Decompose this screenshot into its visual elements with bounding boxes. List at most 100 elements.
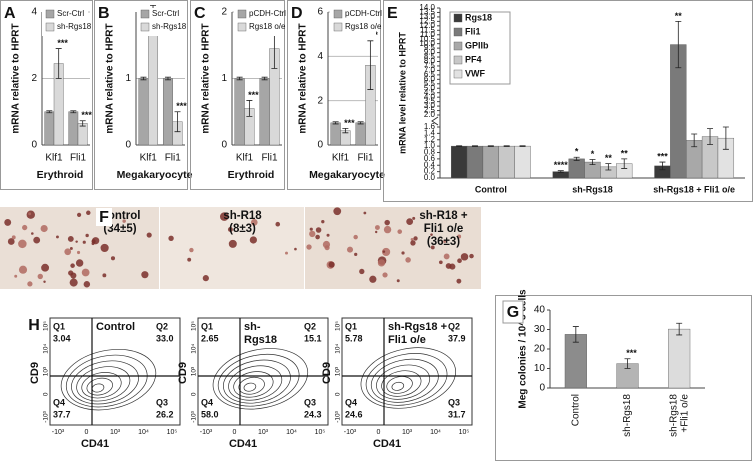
x-axis-label: Erythroid: [228, 169, 275, 181]
colony: [315, 227, 322, 233]
panel-frame: [94, 0, 188, 190]
significance: ***: [344, 118, 355, 128]
y-tick-label: 11.5: [420, 25, 436, 34]
error-bar: [79, 120, 86, 127]
bar: [138, 78, 149, 146]
y-tick-label: 0: [191, 392, 198, 396]
colony: [383, 225, 392, 234]
colony: [18, 239, 27, 249]
error-bar: [55, 48, 62, 79]
y-tick-label: 9.5: [424, 43, 436, 52]
error-bar: [572, 326, 579, 343]
y-axis-label: CD9: [321, 362, 333, 384]
legend-swatch: [140, 9, 150, 19]
bar: [68, 111, 79, 146]
quadrant-name: Q4: [53, 397, 65, 407]
colony: [369, 275, 377, 283]
error-bar: [707, 128, 714, 145]
quadrant-value: 37.7: [53, 409, 71, 419]
y-tick-label: 30: [534, 324, 546, 335]
colony: [457, 234, 462, 239]
legend-swatch: [45, 22, 55, 32]
significance: ***: [248, 90, 259, 100]
bar: [568, 158, 585, 179]
bar: [466, 145, 484, 179]
plot-frame: [49, 317, 181, 426]
error-bar: [70, 110, 77, 114]
significance: *: [591, 149, 595, 159]
significance: ***: [626, 348, 637, 358]
panel-letter: G: [507, 304, 519, 321]
x-tick-label: 0: [85, 429, 89, 436]
colony: [27, 281, 33, 287]
quadrant-value: 24.3: [304, 409, 322, 419]
x-tick-label: 10⁵: [315, 429, 326, 436]
colony: [397, 229, 403, 234]
panel-letter: C: [194, 5, 206, 22]
panel-letter: E: [387, 5, 398, 22]
bar: [77, 123, 88, 146]
image-caption: sh-R18 +: [419, 210, 468, 222]
colony: [410, 240, 416, 246]
colony: [81, 268, 90, 277]
plot-title: Rgs18: [244, 334, 277, 346]
y-tick-label: 7.5: [424, 61, 436, 70]
legend-label: Scr-Ctrl: [152, 9, 179, 18]
y-axis-label: mRNA relative to HPRT: [11, 23, 22, 133]
y-tick-label: 10⁵: [43, 321, 50, 331]
y-tick-label: 0: [317, 140, 323, 151]
contour: [223, 359, 291, 404]
x-axis-label: Erythroid: [37, 169, 84, 181]
y-tick-label: 6: [317, 7, 323, 18]
colony: [456, 278, 462, 284]
colony: [110, 256, 116, 261]
colony: [443, 240, 447, 243]
colony: [40, 224, 48, 233]
error-bar: [722, 126, 729, 150]
bar: [514, 145, 531, 179]
error-bar: [367, 40, 374, 90]
y-tick-label: 12.0: [419, 21, 435, 30]
colony: [86, 210, 91, 216]
colony: [70, 272, 77, 279]
quadrant-name: Q2: [304, 321, 316, 331]
y-tick-label: -10³: [191, 410, 198, 422]
panel-frame: [0, 0, 93, 190]
contour: [76, 366, 131, 402]
colony: [75, 240, 78, 243]
colony: [227, 227, 233, 233]
quadrant-name: Q4: [345, 397, 357, 407]
error-bar: [676, 322, 683, 336]
colony: [43, 280, 46, 283]
colony: [430, 233, 433, 236]
colony: [7, 238, 15, 245]
y-tick-label: 3.0: [424, 101, 436, 110]
y-tick-label: 1.4: [424, 128, 436, 137]
quadrant-value: 3.04: [53, 333, 71, 343]
x-tick-label: 10⁵: [459, 429, 470, 436]
bar: [330, 122, 341, 146]
y-tick-label: 13.0: [419, 12, 435, 21]
y-tick-label: 8.0: [424, 57, 436, 66]
x-tick-label: 10⁴: [138, 429, 149, 436]
colony: [413, 236, 418, 241]
x-axis-label: CD41: [229, 438, 257, 450]
y-axis-label: CD9: [177, 362, 189, 384]
colony-image: [305, 207, 481, 289]
colony: [285, 251, 288, 255]
x-tick-label: Fli1: [165, 153, 182, 164]
image-caption: sh-R18: [223, 210, 262, 222]
error-bar: [659, 161, 666, 171]
y-axis-label: CD9: [29, 362, 41, 384]
image-caption: Fli1 o/e: [424, 223, 464, 235]
bar: [259, 78, 270, 146]
colony: [250, 219, 258, 226]
contour: [228, 365, 283, 401]
y-tick-label: 8.5: [424, 52, 436, 61]
x-tick-label: 10⁴: [430, 429, 441, 436]
legend-swatch: [237, 9, 247, 19]
bar: [355, 122, 366, 146]
colony: [275, 221, 281, 227]
colony: [354, 252, 358, 256]
colony: [31, 232, 34, 235]
